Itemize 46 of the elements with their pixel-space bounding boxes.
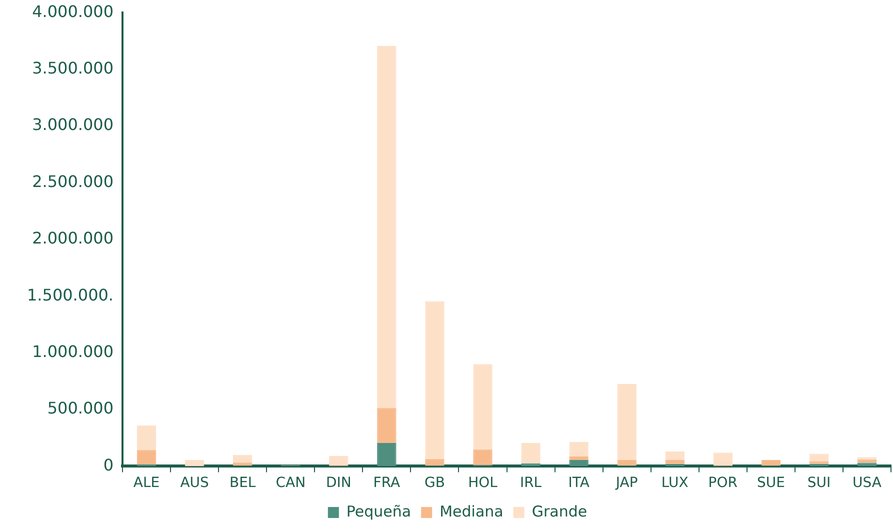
y-tick-label: 3.500.000 [32, 58, 114, 78]
y-tick-label: 500.000 [47, 398, 114, 418]
x-tick-label: JAP [614, 475, 638, 492]
y-tick-label: 1.500.000. [27, 285, 114, 304]
x-tick-label: LUX [661, 475, 689, 492]
bar [665, 451, 684, 460]
bar [617, 460, 636, 466]
bar [184, 460, 204, 466]
legend-label: Pequeña [346, 502, 412, 520]
bar [377, 46, 396, 408]
x-tick-label: ITA [568, 475, 590, 492]
y-tick-label: 1.000.000 [32, 342, 114, 361]
bar [761, 460, 781, 466]
y-tick-label: 0 [103, 455, 114, 474]
x-tick-label: ALE [133, 475, 160, 492]
bar [617, 384, 636, 460]
x-tick-label: POR [708, 475, 738, 492]
bar [232, 454, 252, 462]
x-tick-label: AUS [180, 475, 210, 492]
bar [569, 460, 588, 466]
x-tick-label: FRA [373, 475, 400, 492]
y-tick-label: 4.000.000 [32, 2, 114, 21]
bar [329, 456, 348, 466]
legend-label: Grande [532, 502, 588, 520]
x-tick-label: BEL [229, 475, 256, 492]
bar [569, 456, 588, 460]
y-tick-label: 2.000.000 [32, 228, 114, 248]
bar [232, 462, 252, 466]
x-tick-label: CAN [276, 475, 306, 492]
x-tick-label: SUE [756, 475, 785, 492]
bar [473, 364, 492, 450]
x-tick-label: HOL [468, 475, 498, 492]
y-tick-label: 2.500.000 [32, 172, 114, 191]
bar [136, 425, 156, 450]
x-tick-label: DIN [326, 475, 352, 492]
legend-label: Mediana [440, 502, 504, 520]
x-tick-label: IRL [520, 475, 542, 492]
bar [809, 454, 829, 462]
bar [425, 458, 444, 466]
x-tick-label: SUI [807, 475, 831, 492]
bar [377, 442, 396, 466]
x-tick-label: GB [424, 475, 445, 492]
bar [425, 301, 444, 459]
y-tick-label: 3.000.000 [32, 115, 114, 134]
x-tick-label: USA [852, 475, 882, 492]
bar [377, 408, 396, 443]
